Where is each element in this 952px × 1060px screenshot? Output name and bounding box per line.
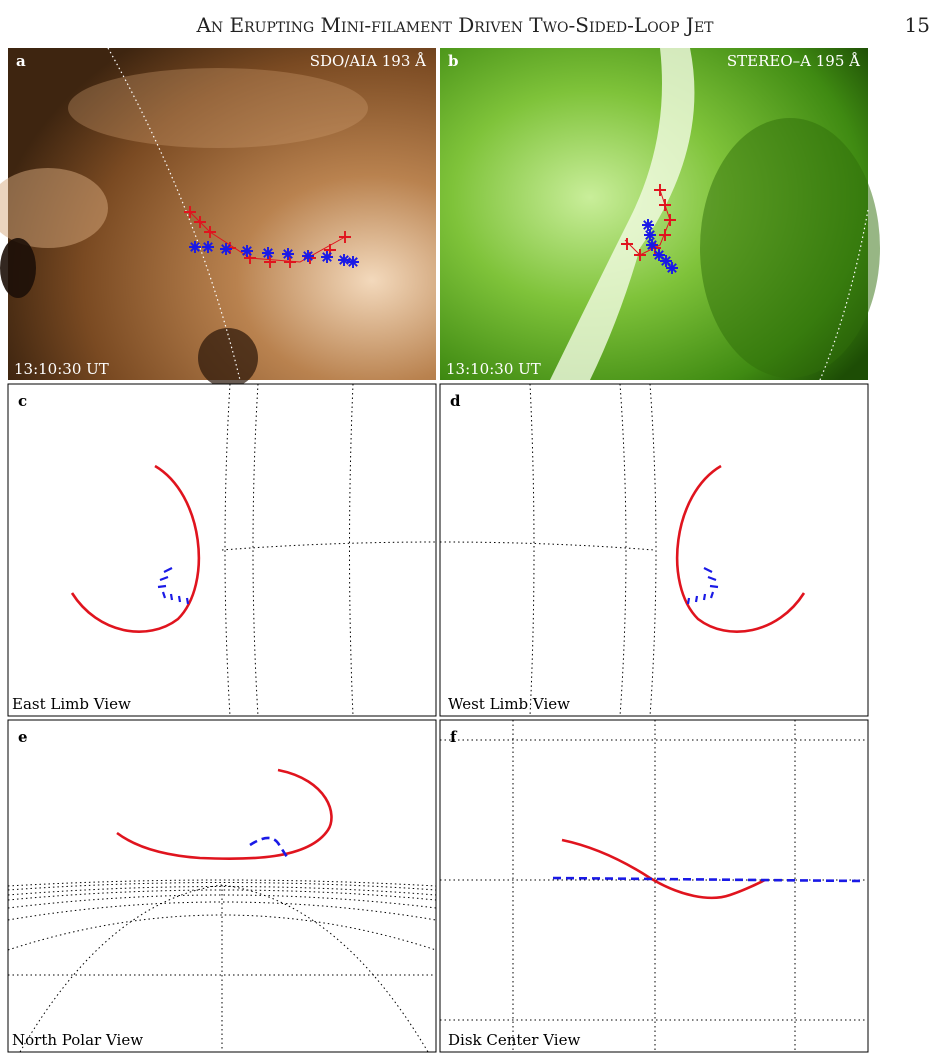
panel-label: b xyxy=(448,52,459,70)
running-title: An Erupting Mini-filament Driven Two-Sid… xyxy=(195,13,714,37)
view-label: West Limb View xyxy=(448,695,570,713)
view-label: Disk Center View xyxy=(448,1031,580,1049)
view-label: North Polar View xyxy=(12,1031,143,1049)
panel-label: c xyxy=(18,392,27,410)
panel-label: a xyxy=(16,52,26,70)
panel-c: c East Limb View xyxy=(7,383,437,717)
panel-d: d West Limb View xyxy=(439,383,869,717)
panel-label: d xyxy=(450,392,461,410)
panel-label: e xyxy=(18,728,28,746)
panel-a: a SDO/AIA 193 Å 13:10:30 UT xyxy=(0,47,436,388)
time-label: 13:10:30 UT xyxy=(446,360,541,378)
panel-e: e North Polar View xyxy=(7,719,437,1053)
panel-b: b STEREO–A 195 Å 13:10:30 UT xyxy=(440,48,880,381)
panel-label: f xyxy=(450,728,458,746)
page-number: 15 xyxy=(905,13,930,37)
time-label: 13:10:30 UT xyxy=(14,360,109,378)
instrument-label: SDO/AIA 193 Å xyxy=(310,52,426,70)
view-label: East Limb View xyxy=(12,695,131,713)
panel-f: f Disk Center View xyxy=(439,719,869,1053)
instrument-label: STEREO–A 195 Å xyxy=(727,52,860,70)
